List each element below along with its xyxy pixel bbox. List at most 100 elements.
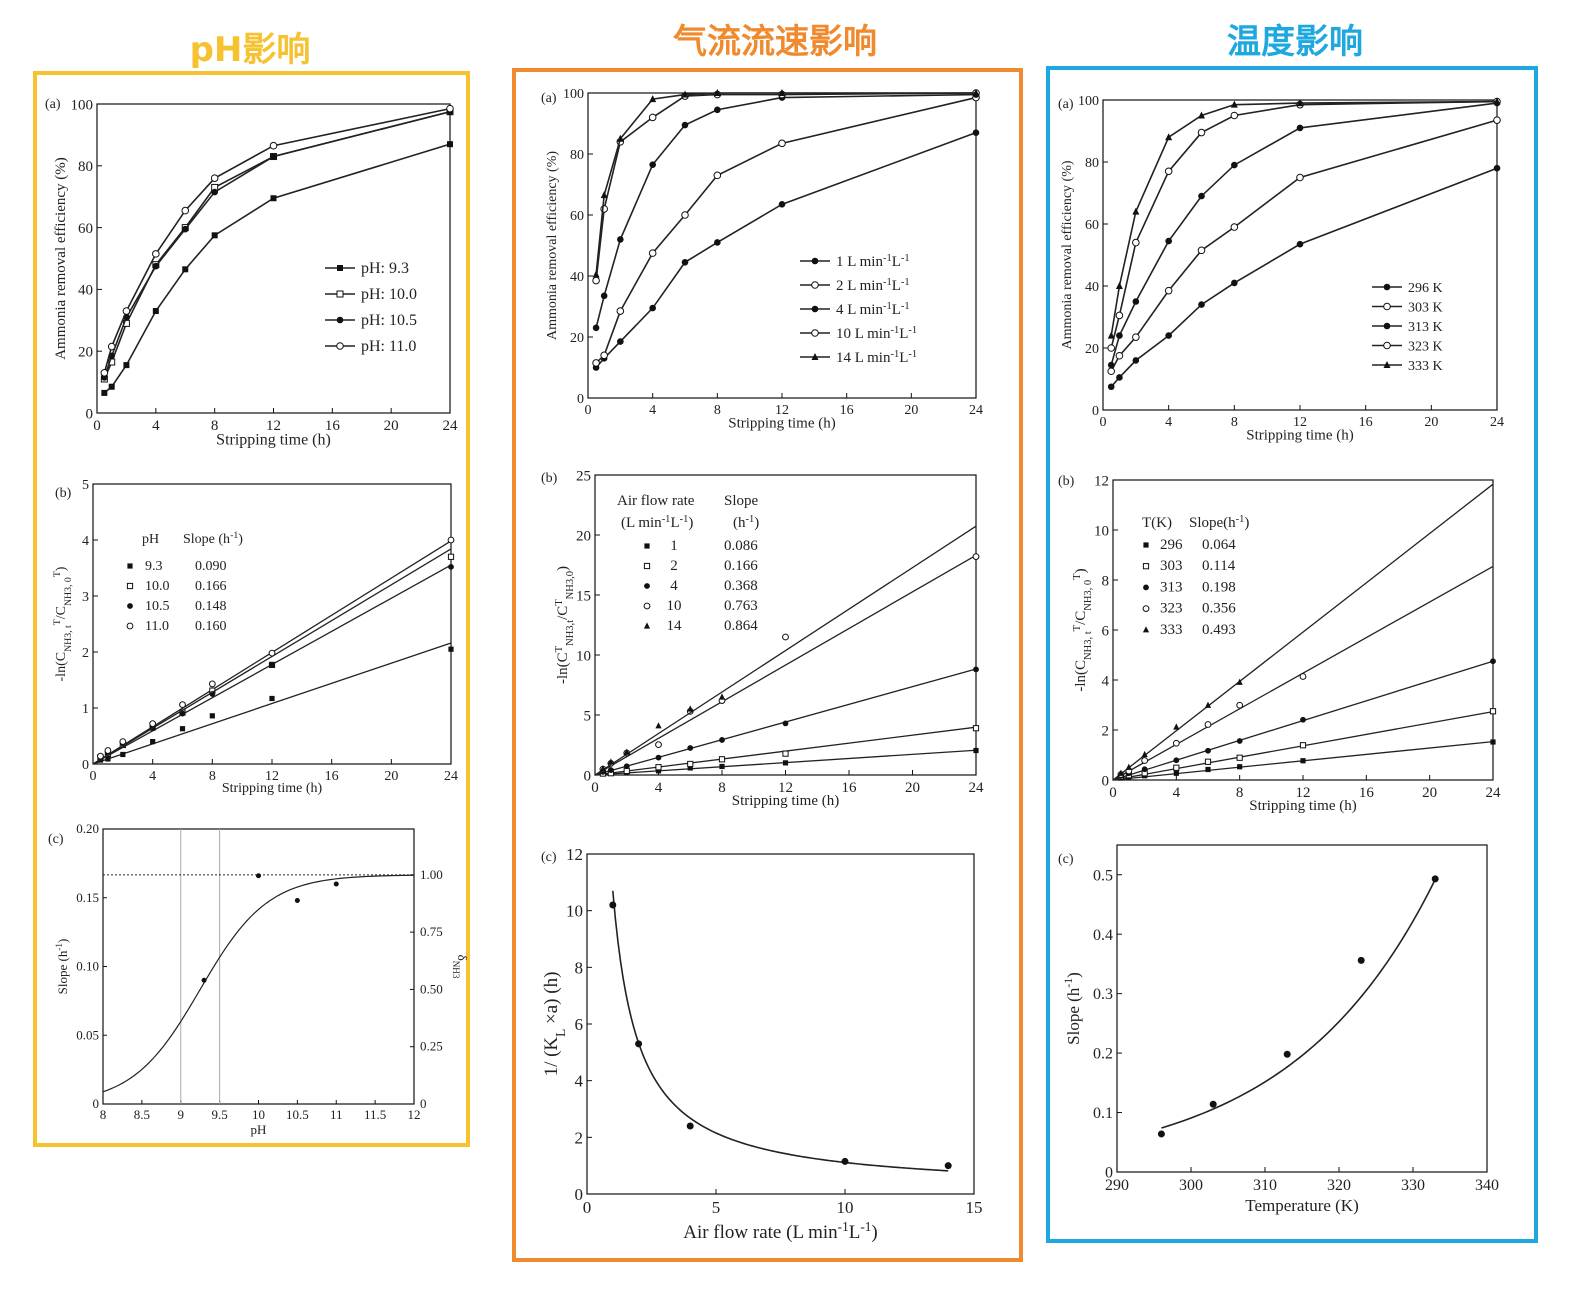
series-line [1110,100,1498,336]
data-point [448,646,454,652]
legend-slope: 0.114 [1202,558,1236,574]
x-tick-label: 290 [1105,1177,1129,1194]
data-point [1198,111,1205,119]
x-tick-label: 24 [1490,415,1504,430]
text-part: ) [754,515,759,531]
y-tick-label: 15 [576,588,591,604]
fit-curve [1161,879,1436,1129]
x-tick-label: 0 [591,780,599,796]
y-tick-label: 6 [1102,623,1110,639]
text-part: -1 [901,253,910,264]
x-tick-label: 0 [1109,785,1117,801]
y-tick-label: 0.1 [1093,1105,1113,1122]
data-point [1490,739,1496,745]
legend-label: 4 [670,578,678,594]
y-axis-label: Ammonia removal efficiency (%) [1060,160,1075,349]
x-tick-label: 16 [1359,415,1373,430]
text-part: T [1072,624,1083,631]
data-point [447,141,453,148]
x-tick-label: 9.5 [212,1107,228,1122]
data-point [1230,100,1238,108]
text-part: -1 [1061,978,1075,988]
frame-ph [33,71,470,1147]
panel-label: (b) [1058,474,1075,489]
legend-entry: 14 L min-1L-1 [836,349,917,367]
y-tick-label: 12 [1094,473,1109,489]
data-point [811,305,819,313]
text-part: /C [54,606,69,619]
text-part: L [892,254,901,270]
data-point [1172,739,1180,747]
y-tick-label: 0 [1102,773,1110,789]
text-part: ) [871,1222,877,1243]
series-line [1110,119,1498,372]
y-axis-label: -ln(CNH3, tT/CNH3, 0T) [52,566,74,681]
y-tick-label: 0.5 [1093,867,1113,884]
data-point [607,758,614,765]
data-point [209,713,215,719]
chart-efficiency: 0 4 8 12 16 20 24 0 20 40 60 80 100 Stripping time (h… [545,87,983,431]
data-point [1204,721,1212,728]
y-tick-label: 0.05 [76,1027,99,1042]
data-point [616,134,624,142]
data-point [1132,238,1140,247]
y-tick-label: 4 [1102,673,1110,689]
data-point [1209,1100,1217,1108]
data-point [179,710,186,717]
data-point [1383,302,1391,311]
data-point [1143,542,1149,548]
legend-entry: 313 K [1408,320,1443,335]
legend-label: 10 [667,598,682,614]
series-line [595,96,977,364]
plot-frame [96,103,451,414]
data-point [972,89,980,96]
data-point [1383,283,1391,291]
x-axis-label: Stripping time (h) [732,793,840,809]
legend-label: 303 [1160,558,1183,574]
data-point [1157,1130,1165,1138]
data-point [1107,344,1116,352]
y-tick-label: 60 [1085,218,1099,233]
y-tick-label: 100 [71,97,94,113]
data-point [1198,192,1205,200]
y2-tick-label: 0.50 [420,981,443,996]
x-axis-label: Stripping time (h) [216,432,331,449]
text-part: L [892,302,901,318]
fit-line [1112,483,1494,781]
legend-entry: 296 K [1408,281,1443,296]
data-point [1383,361,1391,368]
x-tick-label: 4 [649,403,656,418]
y-tick-label: 0 [93,1096,100,1111]
text-part: -1 [662,514,671,525]
x-axis-label: Air flow rate (L min-1L-1) [683,1219,878,1244]
data-point [152,262,160,270]
fit-curve [102,874,415,1093]
x-tick-label: 16 [325,769,339,784]
data-point [655,768,662,774]
text-part: T [1072,573,1083,580]
x-tick-label: 24 [444,769,458,784]
x-tick-label: 0 [1100,415,1107,430]
data-point [1142,626,1150,633]
text-part: 1 L min [836,254,883,270]
data-point [617,236,624,243]
x-axis-label: Stripping time (h) [728,415,836,431]
y-axis-label: Slope (h-1) [1061,972,1083,1045]
data-point [1236,678,1243,685]
text-part: -1 [1236,514,1245,525]
y2-tick-label: 0 [420,1096,427,1111]
legend-label: 9.3 [145,559,163,574]
data-point [681,121,689,129]
y-tick-label: 0 [82,758,89,773]
data-point [1204,701,1212,708]
frame-temperature [1046,66,1538,1243]
x-tick-label: 8 [1236,785,1244,801]
data-point [1431,875,1439,883]
x-tick-label: 12 [1293,415,1307,430]
data-point [600,191,608,199]
legend-header: pH [142,532,159,547]
legend-label: 11.0 [145,619,169,634]
data-point [1165,133,1173,141]
legend-entry: 333 K [1408,359,1443,374]
text-part: 10 L min [836,326,891,342]
